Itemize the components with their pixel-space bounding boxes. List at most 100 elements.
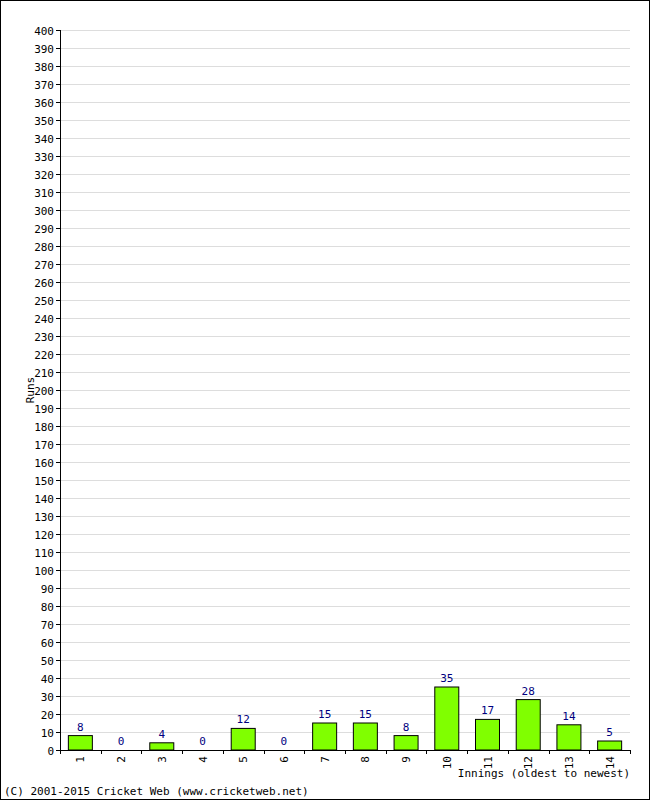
x-tick-mark: [60, 750, 61, 754]
y-tick: [56, 372, 60, 373]
grid-line: [60, 534, 630, 535]
bar: [394, 736, 418, 750]
y-tick: [56, 408, 60, 409]
border: [1, 1, 650, 800]
x-tick-mark: [426, 750, 427, 754]
grid-line: [60, 426, 630, 427]
data-label: 12: [237, 713, 250, 726]
bar: [272, 750, 296, 751]
data-label: 14: [562, 710, 576, 723]
grid-line: [60, 300, 630, 301]
y-tick: [56, 462, 60, 463]
data-label: 15: [318, 708, 331, 721]
bar: [353, 723, 377, 750]
y-tick-label: 230: [34, 331, 54, 344]
grid-line: [60, 210, 630, 211]
y-tick-label: 90: [41, 583, 54, 596]
bar: [313, 723, 337, 750]
y-tick: [56, 498, 60, 499]
x-tick-mark: [304, 750, 305, 754]
y-tick: [56, 606, 60, 607]
data-label: 8: [403, 721, 410, 734]
y-tick-label: 50: [41, 655, 54, 668]
data-label: 17: [481, 704, 494, 717]
bar: [109, 750, 133, 751]
grid-line: [60, 480, 630, 481]
grid-line: [60, 660, 630, 661]
y-tick: [56, 318, 60, 319]
y-tick-label: 330: [34, 151, 54, 164]
y-tick: [56, 336, 60, 337]
x-tick-label: 4: [197, 756, 210, 763]
data-label: 8: [77, 721, 84, 734]
y-tick: [56, 228, 60, 229]
x-tick-label: 5: [237, 756, 250, 763]
grid-line: [60, 48, 630, 49]
x-tick-mark: [386, 750, 387, 754]
y-tick-label: 180: [34, 421, 54, 434]
y-axis-label: Runs: [24, 377, 37, 404]
y-tick-label: 80: [41, 601, 54, 614]
grid-line: [60, 390, 630, 391]
y-tick-label: 320: [34, 169, 54, 182]
grid-line: [60, 120, 630, 121]
x-tick-mark: [182, 750, 183, 754]
y-tick: [56, 678, 60, 679]
x-tick-mark: [630, 750, 631, 754]
x-tick-mark: [101, 750, 102, 754]
y-tick-label: 110: [34, 547, 54, 560]
grid-line: [60, 282, 630, 283]
y-tick: [56, 102, 60, 103]
y-tick: [56, 696, 60, 697]
y-tick-label: 190: [34, 403, 54, 416]
y-tick-label: 130: [34, 511, 54, 524]
x-tick-label: 10: [441, 756, 454, 769]
grid-line: [60, 606, 630, 607]
x-tick-label: 8: [359, 756, 372, 763]
y-tick-label: 20: [41, 709, 54, 722]
grid-line: [60, 66, 630, 67]
y-tick: [56, 534, 60, 535]
y-tick: [56, 570, 60, 571]
grid-line: [60, 264, 630, 265]
chart: 0102030405060708090100110120130140150160…: [0, 0, 650, 800]
y-tick-label: 340: [34, 133, 54, 146]
grid-line: [60, 228, 630, 229]
bar: [476, 719, 500, 750]
bar: [150, 743, 174, 750]
grid-line: [60, 642, 630, 643]
grid-line: [60, 444, 630, 445]
grid-line: [60, 696, 630, 697]
grid-line: [60, 354, 630, 355]
grid-line: [60, 336, 630, 337]
y-tick: [56, 480, 60, 481]
grid-line: [60, 570, 630, 571]
y-tick: [56, 732, 60, 733]
y-tick-label: 150: [34, 475, 54, 488]
y-tick-label: 240: [34, 313, 54, 326]
y-tick: [56, 660, 60, 661]
x-tick-label: 6: [278, 756, 291, 763]
y-tick: [56, 426, 60, 427]
y-tick-label: 270: [34, 259, 54, 272]
data-label: 15: [359, 708, 372, 721]
y-tick-label: 280: [34, 241, 54, 254]
y-tick: [56, 516, 60, 517]
y-tick: [56, 156, 60, 157]
grid-line: [60, 552, 630, 553]
y-tick-label: 370: [34, 79, 54, 92]
y-tick-label: 100: [34, 565, 54, 578]
y-tick-label: 40: [41, 673, 54, 686]
y-tick: [56, 48, 60, 49]
y-tick-label: 120: [34, 529, 54, 542]
grid-line: [60, 462, 630, 463]
y-tick-label: 30: [41, 691, 54, 704]
y-tick: [56, 282, 60, 283]
grid-line: [60, 84, 630, 85]
grid-line: [60, 246, 630, 247]
y-tick-label: 310: [34, 187, 54, 200]
y-tick: [56, 210, 60, 211]
y-tick: [56, 66, 60, 67]
y-tick: [56, 588, 60, 589]
x-axis-label: Innings (oldest to newest): [458, 767, 630, 780]
